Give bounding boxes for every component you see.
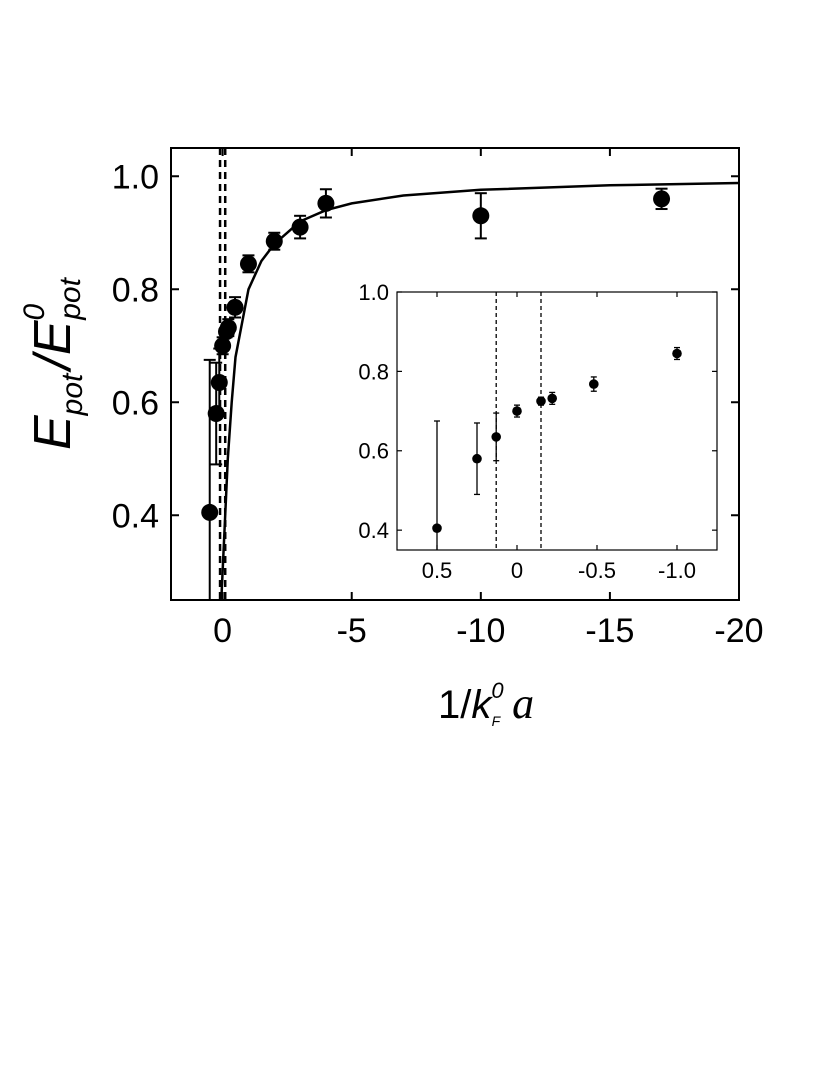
x-tick-label: -5 (337, 612, 367, 650)
data-point (226, 298, 244, 316)
y-tick-label: 1.0 (358, 280, 389, 305)
y-tick-label: 0.6 (112, 384, 159, 422)
y-label-den-sup: 0 (18, 303, 51, 320)
y-label-den-sub: pot (54, 276, 87, 320)
y-tick-label: 1.0 (112, 158, 159, 196)
data-point (317, 194, 335, 212)
data-point (291, 218, 309, 236)
x-tick-label: -0.5 (578, 558, 616, 583)
x-tick-label: -20 (714, 612, 763, 650)
data-point (472, 453, 482, 464)
x-tick-label: -10 (456, 612, 505, 650)
y-label-den: E (24, 319, 82, 355)
inset-background (397, 292, 717, 550)
x-tick-label: -15 (585, 612, 634, 650)
data-point (512, 406, 522, 416)
x-tick-label: 0 (511, 558, 523, 583)
y-tick-label: 0.6 (358, 439, 389, 464)
data-point (536, 396, 546, 406)
y-label-slash: / (24, 351, 82, 373)
y-tick-label: 0.4 (358, 518, 389, 543)
data-point (653, 190, 671, 208)
y-axis-label: Epot/E0 pot (18, 276, 89, 450)
data-point (207, 405, 225, 423)
plot-frame (396, 291, 718, 551)
data-point (672, 348, 682, 359)
data-point (210, 373, 228, 391)
y-tick-label: 0.4 (112, 497, 159, 535)
y-tick-label: 0.8 (112, 271, 159, 309)
x-label-k-sub: F (492, 713, 502, 729)
plot-frame (170, 147, 740, 601)
data-point (547, 393, 557, 404)
main-plot: 0 -5 -10 -15 -20 0.4 0.6 0.8 1.0 (112, 147, 764, 650)
y-label-num: E (24, 414, 82, 450)
data-point (432, 523, 442, 533)
x-tick-label: 0.5 (422, 558, 453, 583)
x-label-a: a (512, 679, 534, 728)
inset-plot: 0.5 0 -0.5 -1.0 0.4 0.6 0.8 1.0 (358, 280, 718, 583)
x-label-k: k (471, 683, 493, 727)
data-point (491, 432, 502, 442)
x-tick-label: -1.0 (658, 558, 696, 583)
data-point (265, 232, 283, 250)
data-point (472, 207, 490, 225)
data-point (589, 379, 599, 389)
x-label-k-sup: 0 (491, 678, 504, 703)
y-label-num-sub: pot (56, 372, 89, 416)
y-tick-label: 0.8 (358, 359, 389, 384)
data-layer (201, 181, 739, 600)
data-point (201, 503, 219, 521)
data-point (219, 319, 237, 337)
fit-curve (220, 181, 739, 600)
data-point (214, 337, 232, 355)
x-label-prefix: 1/ (438, 683, 472, 727)
data-layer (432, 346, 682, 550)
x-tick-label: 0 (213, 612, 232, 650)
data-point (239, 255, 257, 273)
